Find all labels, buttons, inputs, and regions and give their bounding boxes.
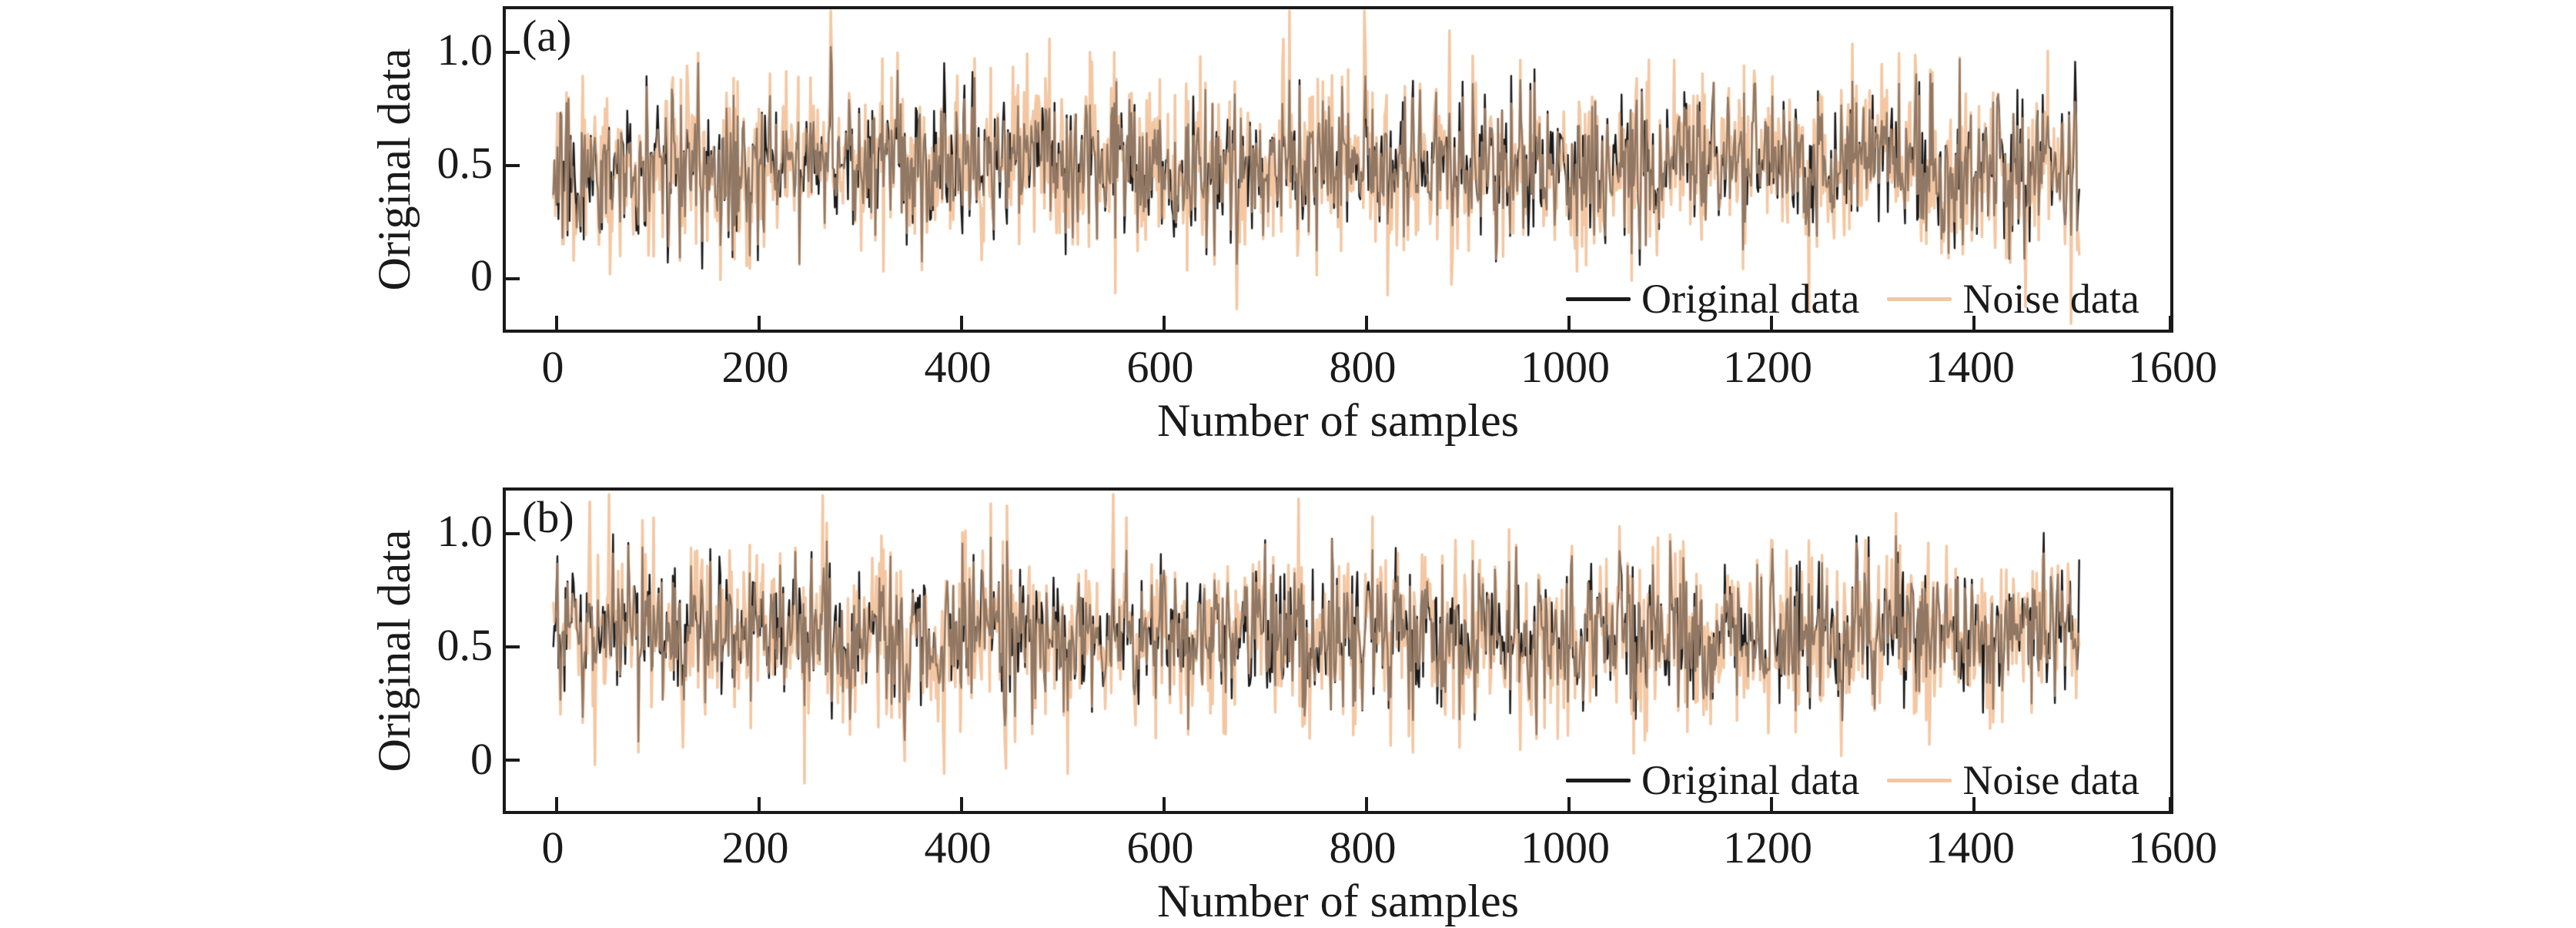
- x-tick-label: 200: [721, 822, 789, 873]
- series-canvas-a: [503, 6, 2173, 333]
- x-tick-label: 600: [1126, 822, 1194, 873]
- legend-label-noise: Noise data: [1962, 276, 2139, 322]
- panel-label-a: (a): [522, 11, 572, 61]
- series-canvas-b: [503, 487, 2173, 814]
- x-tick-label: 1400: [1925, 822, 2015, 873]
- legend-label-noise: Noise data: [1962, 757, 2139, 803]
- legend-line-noise: [1887, 778, 1952, 782]
- legend-a: Original data Noise data: [1566, 277, 2139, 320]
- plot-area-a: (a) Original data Noise data: [503, 6, 2173, 333]
- legend-line-original: [1566, 296, 1631, 301]
- x-tick-label: 600: [1126, 342, 1194, 392]
- x-axis-label-a: Number of samples: [1157, 395, 1519, 446]
- y-tick-label: 1.0: [437, 25, 493, 75]
- x-tick-label: 1600: [2128, 342, 2217, 392]
- legend-b: Original data Noise data: [1566, 759, 2139, 802]
- panel-label-b: (b): [522, 492, 574, 542]
- x-tick-label: 0: [541, 342, 564, 392]
- y-tick-label: 0.5: [437, 138, 493, 188]
- x-tick-label: 400: [924, 342, 992, 392]
- plot-area-b: (b) Original data Noise data: [503, 487, 2173, 814]
- x-tick-label: 1400: [1925, 342, 2015, 392]
- x-tick-label: 1200: [1723, 342, 1812, 392]
- x-tick-label: 1000: [1521, 822, 1610, 873]
- x-axis-label-b: Number of samples: [1157, 876, 1519, 926]
- x-tick-label: 800: [1329, 342, 1397, 392]
- y-tick-label: 1.0: [437, 506, 493, 556]
- x-tick-label: 1000: [1521, 342, 1610, 392]
- x-tick-label: 200: [721, 342, 789, 392]
- legend-label-original: Original data: [1641, 757, 1860, 803]
- x-tick-label: 0: [541, 822, 564, 873]
- x-tick-label: 1200: [1723, 822, 1812, 873]
- legend-line-original: [1566, 778, 1631, 782]
- x-tick-label: 400: [924, 822, 992, 873]
- legend-label-original: Original data: [1641, 276, 1860, 322]
- x-tick-label: 1600: [2128, 822, 2217, 873]
- x-tick-label: 800: [1329, 822, 1397, 873]
- y-tick-label: 0: [470, 734, 493, 784]
- legend-line-noise: [1887, 296, 1952, 301]
- y-tick-label: 0: [470, 250, 493, 300]
- y-tick-label: 0.5: [437, 620, 493, 670]
